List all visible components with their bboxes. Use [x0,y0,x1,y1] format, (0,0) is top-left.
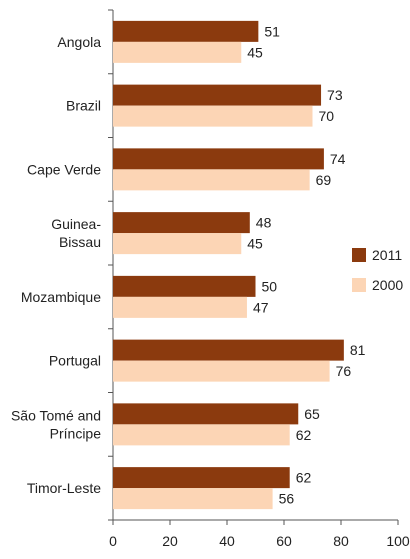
bar-value-label: 45 [247,44,263,60]
category-label: Mozambique [21,289,101,305]
bar-2011 [113,84,322,106]
category-label: Portugal [49,353,101,369]
bar-value-label: 50 [262,278,278,294]
bar-value-label: 62 [296,470,312,486]
legend-label: 2011 [372,247,402,263]
category-label-line: Cape Verde [27,161,101,177]
bar-2011 [113,212,250,234]
bar-2000 [113,424,290,446]
bar-2011 [113,275,256,297]
bar-2011 [113,148,324,170]
x-tick-label: 60 [276,533,292,549]
bar-value-label: 62 [296,427,312,443]
category-label-line: Príncipe [50,425,102,441]
bar-2000 [113,41,242,63]
category-label: Guinea- Bissau [51,216,101,250]
legend-label: 2000 [372,277,403,293]
category-label-line: Mozambique [21,289,101,305]
bar-2000 [113,488,273,510]
bar-value-label: 76 [336,363,352,379]
bar-value-label: 81 [350,342,366,358]
category-label: Brazil [66,98,101,114]
bar-2011 [113,403,299,425]
bar-value-label: 51 [264,23,280,39]
bar-value-label: 47 [253,299,269,315]
bar-value-label: 70 [319,108,335,124]
bar-2000 [113,360,330,382]
bar-value-label: 73 [327,87,343,103]
bar-value-label: 69 [316,172,332,188]
x-tick-label: 40 [219,533,235,549]
legend-swatch [352,278,366,292]
bar-value-label: 48 [256,215,272,231]
bar-2000 [113,105,313,127]
legend-swatch [352,248,366,262]
x-tick-label: 100 [386,533,410,549]
bar-2000 [113,169,310,191]
bar-value-label: 74 [330,151,346,167]
bar-value-label: 56 [279,491,295,507]
x-tick-label: 80 [333,533,349,549]
category-label-line: Guinea- [51,216,101,232]
bar-2000 [113,296,247,318]
category-label: Timor-Leste [27,480,101,496]
category-label: Angola [57,34,101,50]
bar-2011 [113,339,344,361]
category-label-line: Brazil [66,98,101,114]
category-label-line: Portugal [49,353,101,369]
category-label-line: São Tomé and [11,407,101,423]
bar-value-label: 65 [304,406,320,422]
category-label-line: Angola [57,34,101,50]
bar-2011 [113,20,259,42]
x-tick-label: 20 [162,533,178,549]
bar-value-label: 45 [247,236,263,252]
category-label: São Tomé and Príncipe [11,407,101,441]
bar-2011 [113,467,290,489]
bar-2000 [113,233,242,255]
x-tick-label: 0 [109,533,117,549]
category-label: Cape Verde [27,161,101,177]
category-label-line: Bissau [59,234,101,250]
category-label-line: Timor-Leste [27,480,101,496]
